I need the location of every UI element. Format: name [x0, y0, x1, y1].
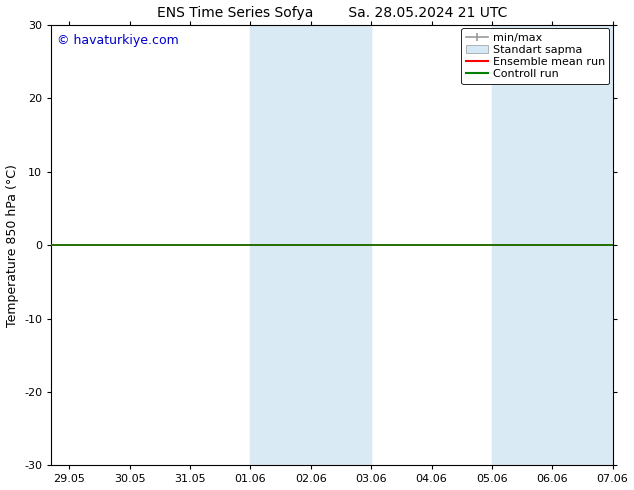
- Text: © havaturkiye.com: © havaturkiye.com: [57, 34, 179, 47]
- Bar: [311, 25, 371, 465]
- Legend: min/max, Standart sapma, Ensemble mean run, Controll run: min/max, Standart sapma, Ensemble mean r…: [462, 28, 609, 84]
- Bar: [250, 25, 311, 465]
- Title: ENS Time Series Sofya        Sa. 28.05.2024 21 UTC: ENS Time Series Sofya Sa. 28.05.2024 21 …: [157, 5, 507, 20]
- Bar: [552, 25, 612, 465]
- Y-axis label: Temperature 850 hPa (°C): Temperature 850 hPa (°C): [6, 164, 18, 327]
- Bar: [492, 25, 552, 465]
